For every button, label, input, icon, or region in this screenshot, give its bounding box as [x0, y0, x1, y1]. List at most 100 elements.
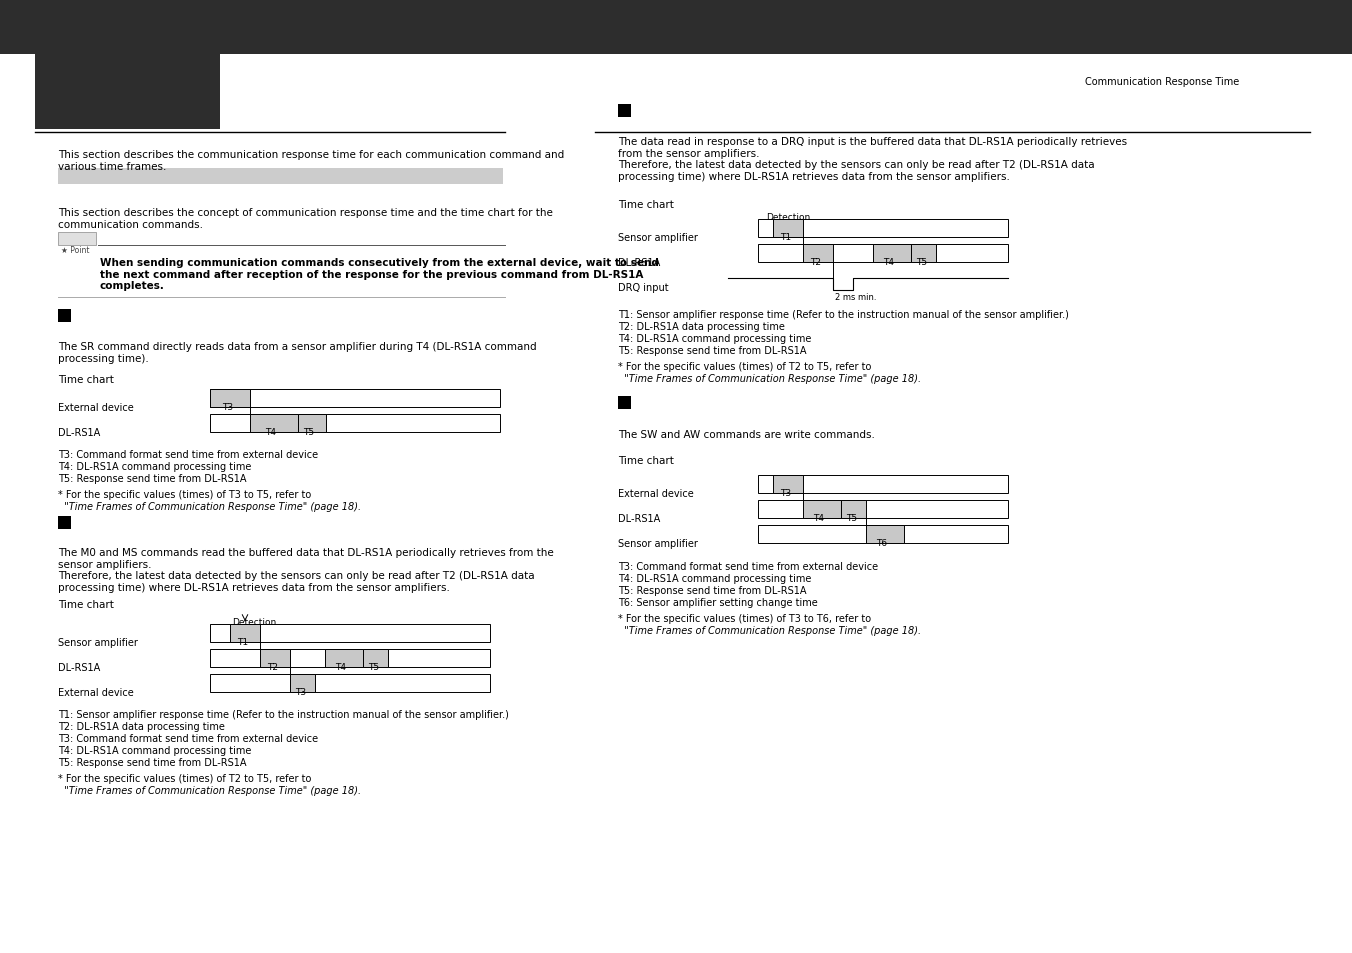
Text: DL-RS1A: DL-RS1A: [618, 257, 660, 268]
Bar: [841, 500, 867, 518]
Bar: [58, 310, 72, 323]
Text: 2 ms min.: 2 ms min.: [836, 293, 876, 302]
Text: T2: T2: [810, 257, 821, 267]
Bar: [289, 675, 315, 692]
Text: "Time Frames of Communication Response Time" (page 18).: "Time Frames of Communication Response T…: [618, 374, 921, 384]
Bar: [773, 476, 803, 494]
Text: T6: T6: [876, 538, 887, 547]
Text: T5: T5: [368, 662, 379, 671]
Text: T2: DL-RS1A data processing time: T2: DL-RS1A data processing time: [58, 721, 224, 731]
Text: T4: DL-RS1A command processing time: T4: DL-RS1A command processing time: [58, 745, 251, 755]
Bar: [35, 0, 220, 130]
Text: This section describes the communication response time for each communication co: This section describes the communication…: [58, 150, 564, 172]
Text: T4: DL-RS1A command processing time: T4: DL-RS1A command processing time: [618, 334, 811, 344]
Bar: [618, 105, 631, 118]
Bar: [297, 415, 326, 433]
Bar: [210, 390, 250, 408]
Text: Communication Response Time: Communication Response Time: [1086, 77, 1240, 87]
Bar: [58, 169, 503, 185]
Bar: [758, 500, 1009, 518]
Bar: [867, 525, 904, 543]
Text: T1: T1: [237, 638, 249, 646]
Text: * For the specific values (times) of T2 to T5, refer to: * For the specific values (times) of T2 …: [618, 361, 872, 372]
Text: T5: Response send time from DL-RS1A: T5: Response send time from DL-RS1A: [618, 346, 807, 355]
Text: T5: Response send time from DL-RS1A: T5: Response send time from DL-RS1A: [58, 474, 246, 483]
Text: T4: DL-RS1A command processing time: T4: DL-RS1A command processing time: [618, 574, 811, 583]
Text: The data read in response to a DRQ input is the buffered data that DL-RS1A perio: The data read in response to a DRQ input…: [618, 137, 1128, 182]
Bar: [911, 245, 936, 263]
Text: * For the specific values (times) of T3 to T5, refer to: * For the specific values (times) of T3 …: [58, 490, 311, 499]
Text: Time chart: Time chart: [58, 599, 114, 609]
Text: T1: Sensor amplifier response time (Refer to the instruction manual of the senso: T1: Sensor amplifier response time (Refe…: [618, 310, 1069, 319]
Text: The SW and AW commands are write commands.: The SW and AW commands are write command…: [618, 430, 875, 439]
Bar: [210, 415, 500, 433]
Text: T5: T5: [303, 428, 314, 436]
Text: Sensor amplifier: Sensor amplifier: [618, 538, 698, 548]
Text: External device: External device: [618, 489, 694, 498]
Text: T3: Command format send time from external device: T3: Command format send time from extern…: [58, 450, 318, 459]
Bar: [758, 476, 1009, 494]
Text: T3: T3: [222, 402, 233, 412]
Text: T3: T3: [780, 489, 791, 497]
Text: "Time Frames of Communication Response Time" (page 18).: "Time Frames of Communication Response T…: [58, 785, 361, 795]
Text: * For the specific values (times) of T3 to T6, refer to: * For the specific values (times) of T3 …: [618, 614, 871, 623]
Text: T5: T5: [917, 257, 927, 267]
Text: "Time Frames of Communication Response Time" (page 18).: "Time Frames of Communication Response T…: [618, 625, 921, 636]
Bar: [618, 396, 631, 410]
Bar: [324, 649, 362, 667]
Bar: [758, 220, 1009, 237]
Text: T1: Sensor amplifier response time (Refer to the instruction manual of the senso: T1: Sensor amplifier response time (Refe…: [58, 709, 508, 720]
Text: Detection: Detection: [233, 618, 276, 626]
Bar: [773, 220, 803, 237]
Bar: [58, 517, 72, 530]
Text: DRQ input: DRQ input: [618, 283, 669, 293]
Text: Detection: Detection: [767, 213, 810, 222]
Text: Sensor amplifier: Sensor amplifier: [58, 638, 138, 647]
Bar: [0, 0, 1352, 55]
Bar: [803, 245, 833, 263]
Bar: [362, 649, 388, 667]
Text: DL-RS1A: DL-RS1A: [618, 514, 660, 523]
Bar: [210, 390, 500, 408]
Text: Sensor amplifier: Sensor amplifier: [618, 233, 698, 243]
Text: T3: T3: [295, 687, 306, 697]
Text: T4: T4: [813, 514, 823, 522]
Text: T5: T5: [846, 514, 857, 522]
Text: Time chart: Time chart: [58, 375, 114, 385]
Text: DL-RS1A: DL-RS1A: [58, 428, 100, 437]
Text: T2: DL-RS1A data processing time: T2: DL-RS1A data processing time: [618, 322, 786, 332]
Bar: [250, 415, 297, 433]
Text: This section describes the concept of communication response time and the time c: This section describes the concept of co…: [58, 208, 553, 230]
Text: T5: Response send time from DL-RS1A: T5: Response send time from DL-RS1A: [58, 758, 246, 767]
Text: T2: T2: [266, 662, 279, 671]
Text: * For the specific values (times) of T2 to T5, refer to: * For the specific values (times) of T2 …: [58, 773, 311, 783]
Text: "Time Frames of Communication Response Time" (page 18).: "Time Frames of Communication Response T…: [58, 501, 361, 512]
Text: T4: T4: [335, 662, 346, 671]
Text: DL-RS1A: DL-RS1A: [58, 662, 100, 672]
Bar: [230, 624, 260, 642]
Bar: [758, 525, 1009, 543]
Text: T3: Command format send time from external device: T3: Command format send time from extern…: [58, 733, 318, 743]
Bar: [873, 245, 911, 263]
Bar: [210, 624, 489, 642]
Bar: [803, 500, 841, 518]
Bar: [58, 233, 96, 246]
Text: Time chart: Time chart: [618, 200, 673, 210]
Text: External device: External device: [58, 687, 134, 698]
Bar: [260, 649, 289, 667]
Text: ★ Point: ★ Point: [61, 246, 89, 254]
Text: T4: T4: [265, 428, 276, 436]
Text: T4: T4: [883, 257, 894, 267]
Bar: [210, 675, 489, 692]
Text: Time chart: Time chart: [618, 456, 673, 465]
Text: T4: DL-RS1A command processing time: T4: DL-RS1A command processing time: [58, 461, 251, 472]
Text: External device: External device: [58, 402, 134, 413]
Text: The SR command directly reads data from a sensor amplifier during T4 (DL-RS1A co: The SR command directly reads data from …: [58, 341, 537, 363]
Text: T5: Response send time from DL-RS1A: T5: Response send time from DL-RS1A: [618, 585, 807, 596]
Bar: [758, 245, 1009, 263]
Text: T1: T1: [780, 233, 791, 242]
Text: When sending communication commands consecutively from the external device, wait: When sending communication commands cons…: [100, 257, 658, 291]
Text: T6: Sensor amplifier setting change time: T6: Sensor amplifier setting change time: [618, 598, 818, 607]
Text: The M0 and MS commands read the buffered data that DL-RS1A periodically retrieve: The M0 and MS commands read the buffered…: [58, 547, 554, 592]
Bar: [210, 649, 489, 667]
